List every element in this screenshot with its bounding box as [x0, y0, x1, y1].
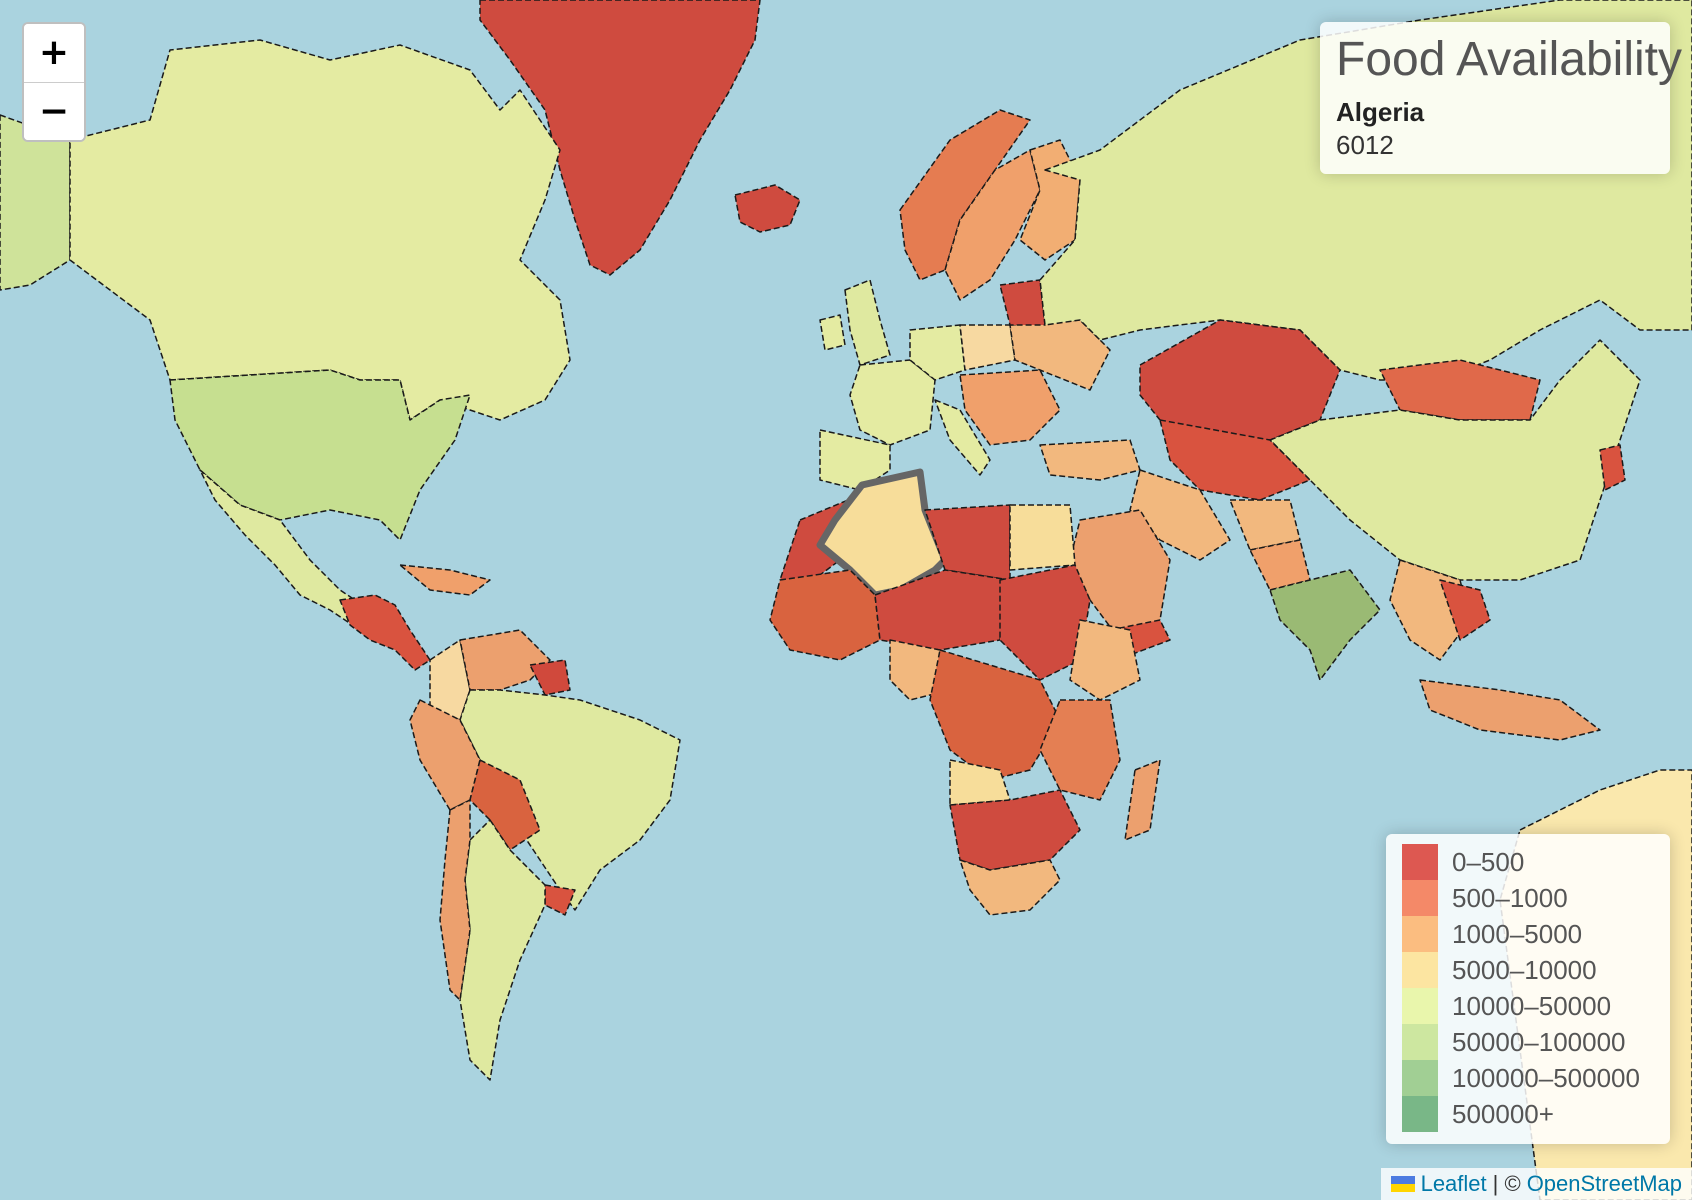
legend-row: 50000–100000: [1402, 1024, 1654, 1060]
region-iran: [1129, 469, 1231, 561]
attribution: Leaflet | © OpenStreetMap: [1380, 1168, 1692, 1200]
region-madagascar: [1124, 759, 1161, 841]
region-greenland: [479, 0, 761, 276]
selected-country-name: Algeria: [1336, 97, 1425, 128]
info-title: Food Availability: [1336, 33, 1682, 86]
legend-label: 5000–10000: [1452, 954, 1597, 985]
legend-label: 500000+: [1452, 1098, 1554, 1129]
zoom-out-button[interactable]: −: [24, 82, 84, 140]
zoom-in-button[interactable]: +: [24, 24, 84, 82]
region-central-africa: [929, 649, 1061, 781]
region-ukraine: [1009, 319, 1111, 391]
legend-label: 500–1000: [1452, 882, 1568, 913]
legend-row: 10000–50000: [1402, 988, 1654, 1024]
region-central-america: [339, 594, 431, 671]
region-caribbean: [399, 564, 491, 596]
legend-swatch: [1402, 880, 1438, 916]
legend-swatch: [1402, 952, 1438, 988]
region-italy: [934, 399, 991, 476]
legend-swatch: [1402, 844, 1438, 880]
legend-row: 1000–5000: [1402, 916, 1654, 952]
region-korea: [1599, 444, 1626, 491]
region-norway: [899, 109, 1031, 281]
region-canada: [69, 39, 571, 421]
region-usa: [169, 369, 471, 541]
openstreetmap-link[interactable]: OpenStreetMap: [1526, 1171, 1682, 1196]
legend-row: 5000–10000: [1402, 952, 1654, 988]
region-southern-africa: [949, 789, 1081, 871]
region-west-africa: [769, 569, 881, 661]
region-indochina: [1439, 579, 1491, 641]
region-guianas: [529, 659, 571, 696]
region-spain: [819, 429, 891, 491]
region-turkey: [1039, 439, 1141, 481]
legend-swatch: [1402, 1060, 1438, 1096]
region-ireland: [819, 314, 846, 351]
selected-country-value: 6012: [1336, 130, 1394, 161]
region-brazil: [459, 689, 681, 911]
legend-swatch: [1402, 916, 1438, 952]
legend-row: 0–500: [1402, 844, 1654, 880]
region-india: [1269, 569, 1381, 681]
legend-swatch: [1402, 1024, 1438, 1060]
legend-swatch: [1402, 988, 1438, 1024]
region-china: [1269, 339, 1641, 581]
region-peru: [409, 699, 481, 811]
legend-row: 100000–500000: [1402, 1060, 1654, 1096]
legend-label: 0–500: [1452, 846, 1525, 877]
region-germany: [909, 324, 966, 381]
info-panel: Food Availability Algeria 6012: [1320, 22, 1682, 174]
region-chile: [439, 799, 471, 1001]
legend-label: 50000–100000: [1452, 1026, 1626, 1057]
zoom-control: + −: [22, 22, 86, 142]
region-balkans: [959, 369, 1061, 446]
region-iceland: [734, 184, 801, 233]
legend-label: 10000–50000: [1452, 990, 1612, 1021]
region-libya: [924, 504, 1011, 581]
legend-row: 500000+: [1402, 1096, 1654, 1132]
legend: 0–500 500–1000 1000–5000 5000–10000 1000…: [1386, 834, 1670, 1144]
region-alaska: [0, 114, 71, 291]
region-uk: [844, 279, 891, 366]
region-east-africa: [1039, 699, 1121, 801]
region-central-asia: [1159, 419, 1311, 501]
region-ethiopia: [1069, 619, 1141, 701]
legend-label: 1000–5000: [1452, 918, 1583, 949]
legend-swatch: [1402, 1096, 1438, 1132]
attribution-separator: | ©: [1492, 1171, 1521, 1196]
legend-label: 100000–500000: [1452, 1062, 1640, 1093]
leaflet-link[interactable]: Leaflet: [1420, 1171, 1487, 1196]
ukraine-flag-icon: [1390, 1176, 1415, 1192]
region-south-africa: [959, 859, 1061, 916]
region-egypt: [1009, 504, 1076, 571]
region-indonesia: [1419, 679, 1601, 741]
legend-row: 500–1000: [1402, 880, 1654, 916]
